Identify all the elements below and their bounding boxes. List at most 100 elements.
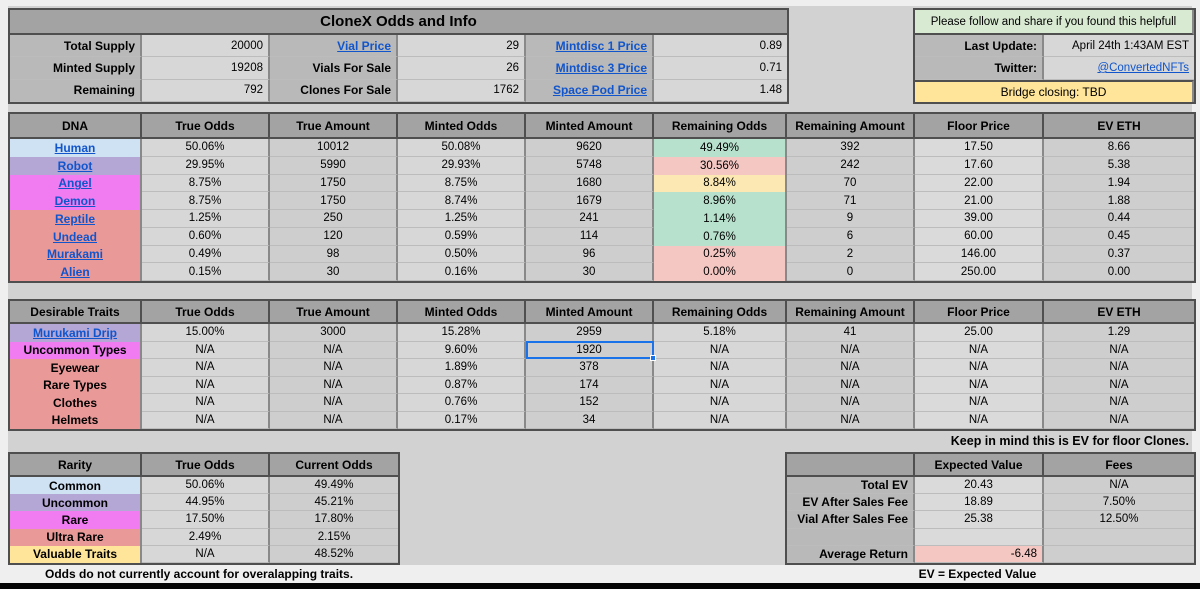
true-odds-cell: 0.49%: [142, 245, 270, 264]
ev-fee-cell: [1044, 545, 1194, 563]
mintdisc1-price-link[interactable]: Mintdisc 1 Price: [526, 35, 654, 58]
minted-amount-cell: 241: [526, 210, 654, 228]
expected-value-header: Expected Value: [915, 454, 1044, 477]
remaining-amount-cell: 70: [787, 174, 915, 193]
mintdisc3-price-link[interactable]: Mintdisc 3 Price: [526, 57, 654, 80]
mintdisc3-price-value: 0.71: [654, 57, 787, 80]
ev-fee-cell: 12.50%: [1044, 511, 1194, 529]
remaining-amount-cell: N/A: [787, 359, 915, 377]
floor-price-cell: N/A: [915, 341, 1044, 359]
floor-price-cell: 17.50: [915, 139, 1044, 157]
remaining-value: 792: [142, 79, 270, 102]
current-odds-cell: 49.49%: [270, 477, 398, 495]
floor-price-cell: 22.00: [915, 174, 1044, 193]
remaining-odds-cell: N/A: [654, 341, 787, 359]
true-odds-cell: N/A: [142, 359, 270, 377]
minted-amount-cell: 174: [526, 376, 654, 394]
true-amount-cell: N/A: [270, 411, 398, 429]
ev-eth-cell: 0.37: [1044, 245, 1194, 264]
rarity-header: Rarity: [10, 454, 142, 477]
minted-odds-cell: 0.17%: [398, 411, 526, 429]
minted-odds-cell: 29.93%: [398, 156, 526, 175]
ev-fee-cell: [1044, 528, 1194, 546]
true-odds-cell: 1.25%: [142, 210, 270, 228]
ev-row-label: [787, 528, 915, 546]
trait-label[interactable]: Murukami Drip: [10, 324, 142, 342]
minted-odds-cell: 1.25%: [398, 210, 526, 228]
minted-odds-cell: 9.60%: [398, 341, 526, 359]
minted-amount-cell: 9620: [526, 139, 654, 157]
info-box: Please follow and share if you found thi…: [913, 8, 1196, 104]
ev-eth-cell: 8.66: [1044, 139, 1194, 157]
minted-odds-cell: 0.16%: [398, 263, 526, 281]
dna-type-link[interactable]: Human: [10, 139, 142, 157]
current-odds-cell: 45.21%: [270, 494, 398, 512]
remaining-amount-cell: N/A: [787, 411, 915, 429]
remaining-odds-cell: 5.18%: [654, 324, 787, 342]
ev-floor-note: Keep in mind this is EV for floor Clones…: [950, 433, 1189, 448]
twitter-handle-link[interactable]: @ConvertedNFTs: [1044, 57, 1194, 80]
true-amount-cell: 3000: [270, 324, 398, 342]
minted-amount-header: Minted Amount: [526, 301, 654, 324]
remaining-amount-cell: N/A: [787, 376, 915, 394]
space-pod-price-link[interactable]: Space Pod Price: [526, 79, 654, 102]
true-amount-header: True Amount: [270, 114, 398, 139]
floor-price-cell: N/A: [915, 394, 1044, 412]
odds-disclaimer: Odds do not currently account for overal…: [45, 567, 354, 581]
trait-label: Eyewear: [10, 359, 142, 377]
remaining-odds-cell: 30.56%: [654, 156, 787, 175]
ev-eth-cell: N/A: [1044, 394, 1194, 412]
desirable-traits-table: Desirable Traits True Odds True Amount M…: [8, 299, 1196, 431]
minted-odds-cell: 0.76%: [398, 394, 526, 412]
remaining-odds-cell: N/A: [654, 394, 787, 412]
minted-amount-cell: 96: [526, 245, 654, 264]
dna-type-link[interactable]: Undead: [10, 227, 142, 246]
dna-type-link[interactable]: Murakami: [10, 245, 142, 264]
true-amount-cell: 120: [270, 227, 398, 246]
dna-type-link[interactable]: Angel: [10, 174, 142, 193]
true-odds-cell: 0.15%: [142, 263, 270, 281]
remaining-amount-cell: 2: [787, 245, 915, 264]
ev-value-cell: 25.38: [915, 511, 1044, 529]
minted-supply-label: Minted Supply: [10, 57, 142, 80]
vial-price-link[interactable]: Vial Price: [270, 35, 398, 58]
page-title: CloneX Odds and Info: [10, 10, 787, 35]
remaining-amount-cell: 71: [787, 192, 915, 210]
dna-type-link[interactable]: Robot: [10, 156, 142, 175]
minted-odds-cell: 8.74%: [398, 192, 526, 210]
dna-header: DNA: [10, 114, 142, 139]
remaining-amount-cell: 6: [787, 227, 915, 246]
true-odds-header: True Odds: [142, 114, 270, 139]
minted-amount-cell: 34: [526, 411, 654, 429]
true-odds-cell: 44.95%: [142, 494, 270, 512]
bottom-bar: [0, 583, 1200, 589]
true-odds-cell: N/A: [142, 545, 270, 563]
dna-type-link[interactable]: Alien: [10, 263, 142, 281]
ev-fee-cell: N/A: [1044, 477, 1194, 495]
rarity-label: Ultra Rare: [10, 528, 142, 546]
ev-value-cell: [915, 528, 1044, 546]
true-odds-cell: 29.95%: [142, 156, 270, 175]
floor-price-cell: 25.00: [915, 324, 1044, 342]
floor-price-cell: 146.00: [915, 245, 1044, 264]
true-odds-cell: 8.75%: [142, 192, 270, 210]
true-odds-cell: 50.06%: [142, 139, 270, 157]
ev-eth-cell: 0.44: [1044, 210, 1194, 228]
ev-eth-cell: 1.94: [1044, 174, 1194, 193]
ev-eth-cell: N/A: [1044, 359, 1194, 377]
trait-label: Uncommon Types: [10, 341, 142, 359]
dna-type-link[interactable]: Reptile: [10, 210, 142, 228]
remaining-amount-header: Remaining Amount: [787, 114, 915, 139]
ev-eth-cell: N/A: [1044, 341, 1194, 359]
true-amount-cell: 1750: [270, 174, 398, 193]
dna-table: DNA True Odds True Amount Minted Odds Mi…: [8, 112, 1196, 283]
rarity-label: Rare: [10, 511, 142, 529]
rarity-label: Valuable Traits: [10, 545, 142, 563]
true-odds-cell: 0.60%: [142, 227, 270, 246]
remaining-odds-header: Remaining Odds: [654, 301, 787, 324]
floor-price-header: Floor Price: [915, 114, 1044, 139]
dna-type-link[interactable]: Demon: [10, 192, 142, 210]
minted-amount-cell: 30: [526, 263, 654, 281]
floor-price-cell: 250.00: [915, 263, 1044, 281]
floor-price-cell: N/A: [915, 359, 1044, 377]
